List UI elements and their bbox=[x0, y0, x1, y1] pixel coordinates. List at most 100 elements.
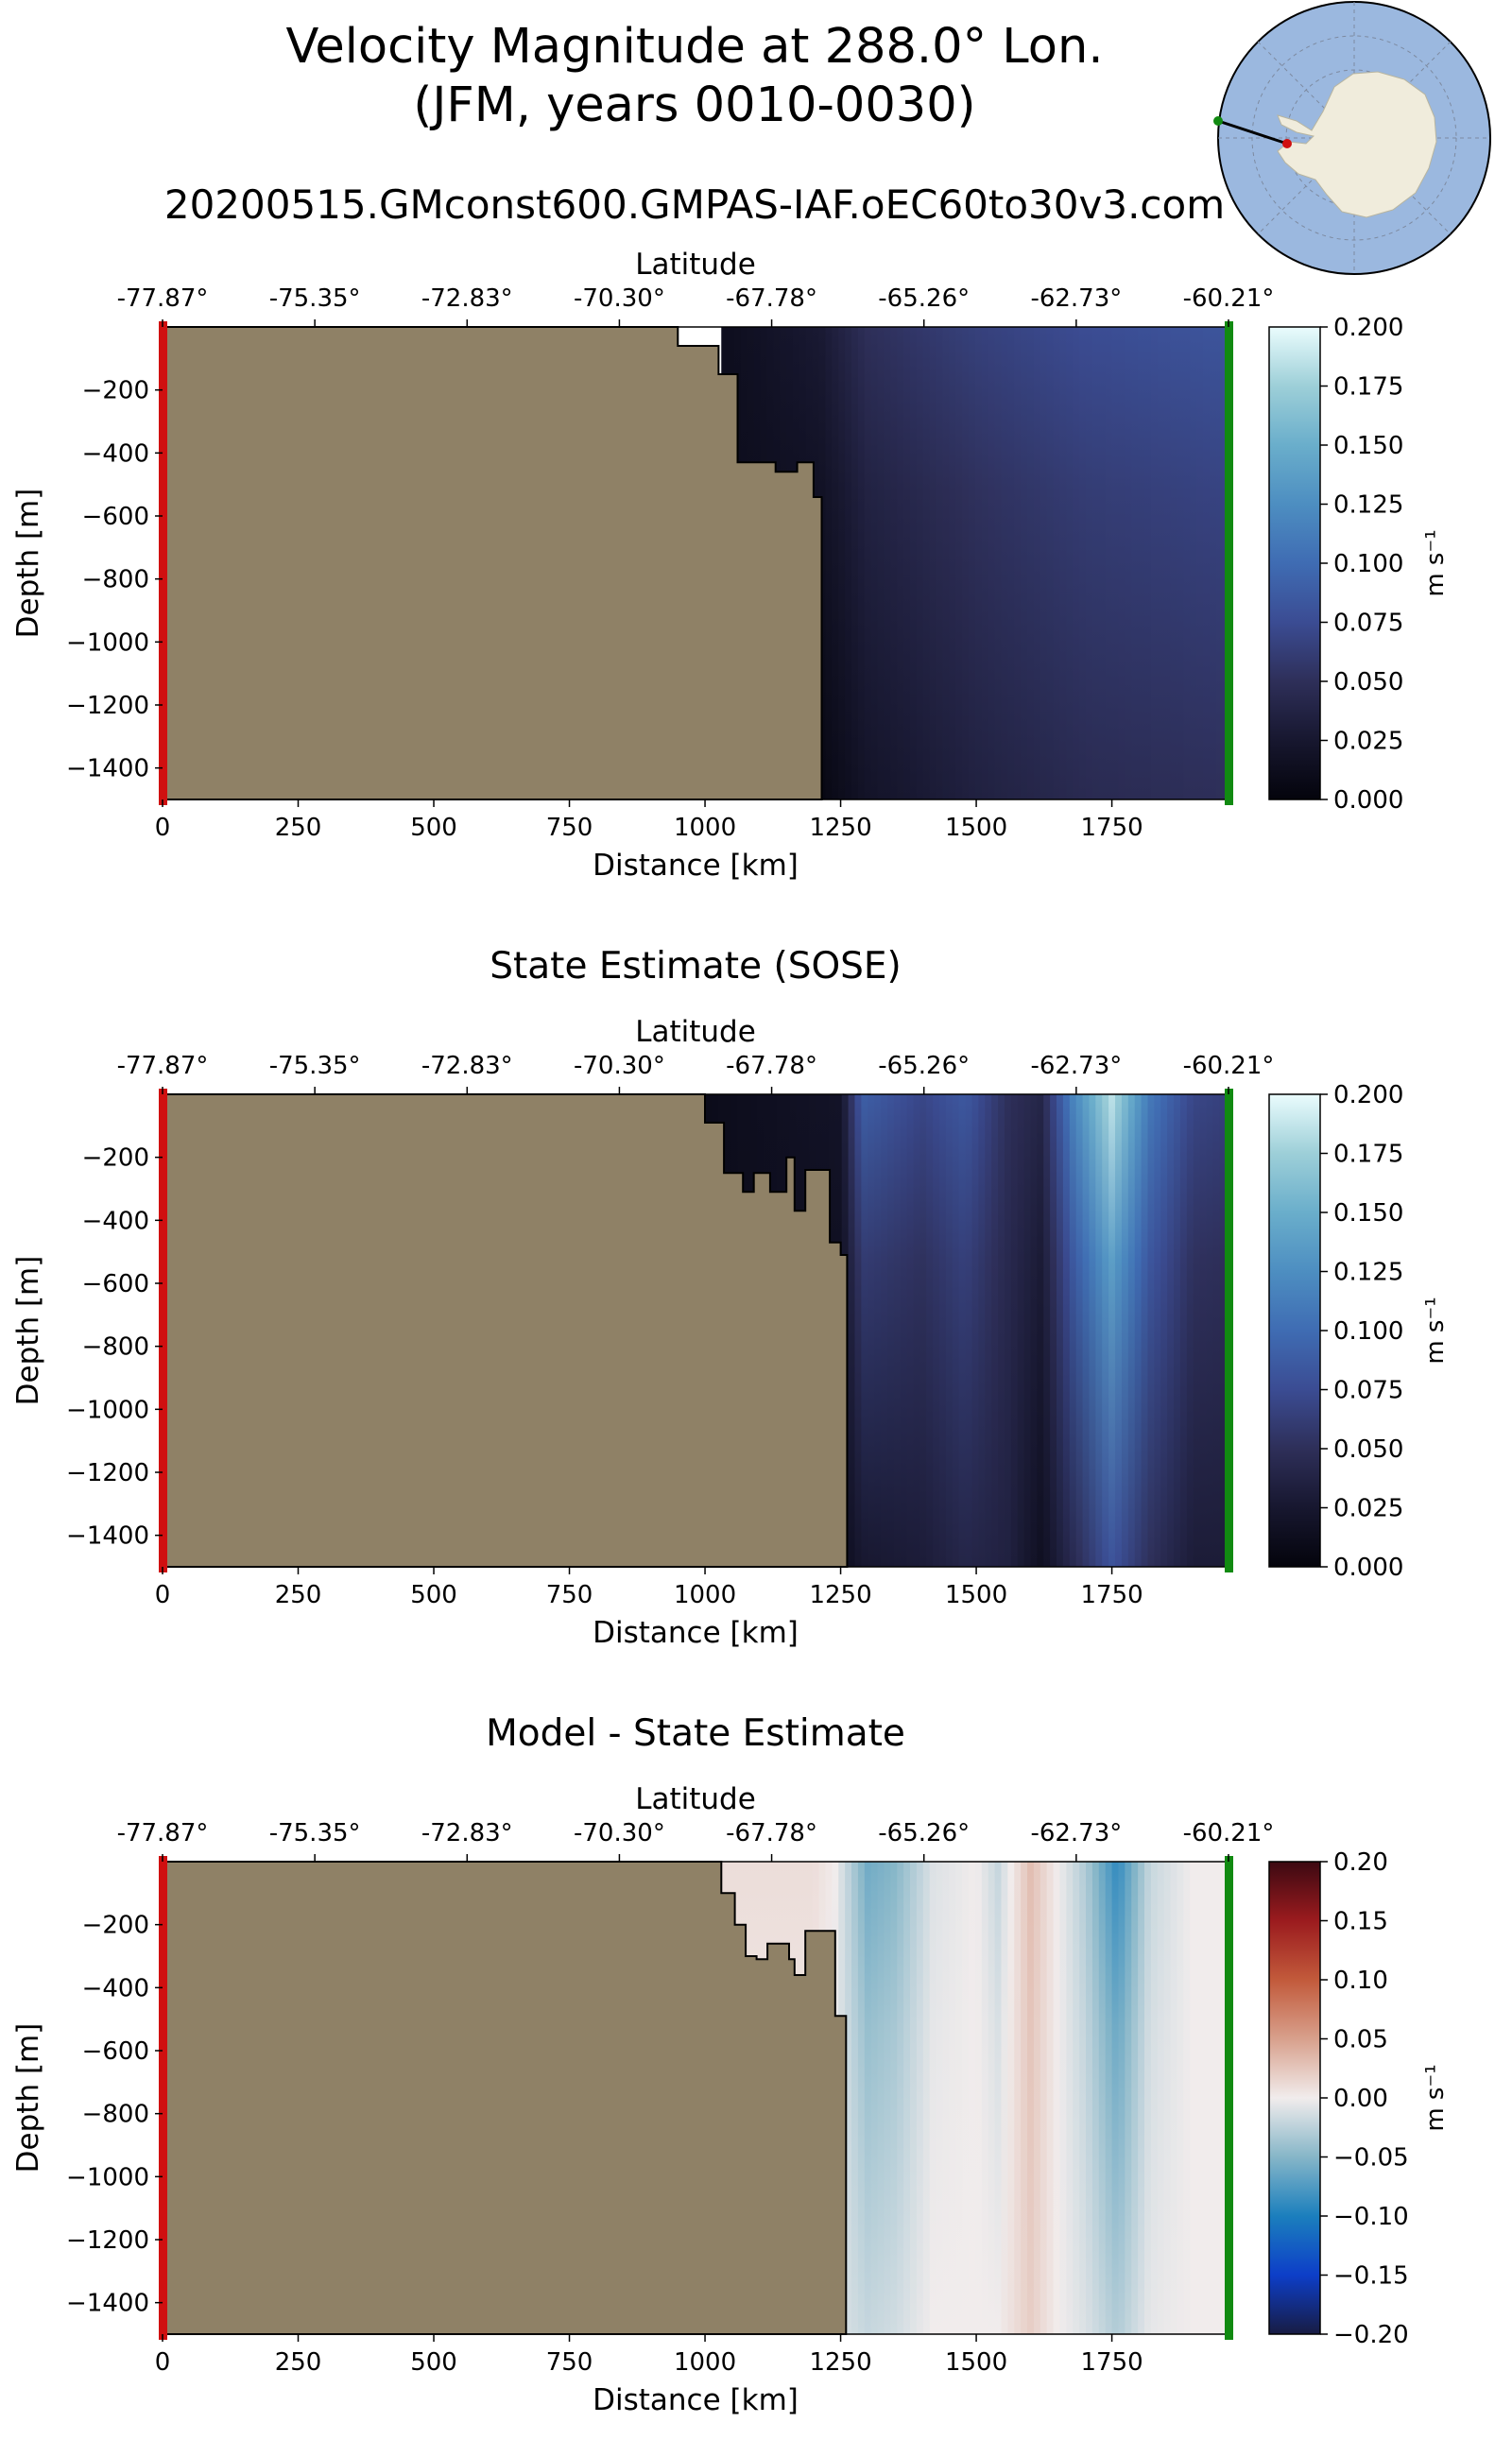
lat-tick-label: -67.78° bbox=[726, 1052, 817, 1080]
x-tick-label: 1000 bbox=[674, 2348, 736, 2377]
field-column bbox=[1046, 327, 1055, 799]
y-tick-label: −400 bbox=[82, 439, 149, 468]
land-mask bbox=[162, 1861, 848, 2335]
field-column bbox=[851, 1862, 859, 2334]
field-column bbox=[884, 1862, 892, 2334]
x-tick-label: 1750 bbox=[1080, 814, 1143, 842]
field-column bbox=[1004, 1094, 1012, 1567]
y-axis-label: Depth [m] bbox=[11, 2023, 45, 2174]
field-column bbox=[1190, 327, 1197, 799]
field-column bbox=[991, 1094, 999, 1567]
lat-tick-label: -75.35° bbox=[269, 1819, 361, 1847]
top-axis-label: Latitude bbox=[635, 1015, 756, 1049]
field-column bbox=[877, 327, 885, 799]
field-column bbox=[1001, 1862, 1009, 2334]
colorbar-tick-label: 0.100 bbox=[1333, 550, 1403, 578]
field-column bbox=[981, 1862, 989, 2334]
field-column bbox=[958, 1094, 967, 1567]
x-tick-label: 0 bbox=[155, 814, 171, 842]
lat-tick-label: -77.87° bbox=[117, 284, 209, 313]
field-column bbox=[1095, 1094, 1104, 1567]
field-column bbox=[1193, 1094, 1201, 1567]
colorbar: 0.20 0.15 0.10 0.05 0.00 −0.05 −0.10 −0.15 −0.20… bbox=[1268, 1848, 1450, 2349]
field-column bbox=[1014, 1862, 1022, 2334]
x-tick-label: 1500 bbox=[945, 1581, 1007, 1609]
field-column bbox=[929, 1862, 937, 2334]
field-column bbox=[965, 1094, 973, 1567]
colorbar: 0.000 0.025 0.050 0.075 0.100 0.125 0.150 0.175… bbox=[1268, 1081, 1450, 1582]
field-column bbox=[1127, 1094, 1136, 1567]
field-column bbox=[969, 327, 976, 799]
field-column bbox=[949, 327, 957, 799]
field-column bbox=[922, 1862, 931, 2334]
field-column bbox=[1053, 327, 1061, 799]
field-column bbox=[1125, 327, 1133, 799]
field-column bbox=[1007, 1862, 1016, 2334]
colorbar-scale bbox=[1268, 1093, 1321, 1568]
field-column bbox=[998, 1094, 1005, 1567]
field-column bbox=[1098, 327, 1107, 799]
field-column bbox=[916, 1862, 924, 2334]
panel-3: 0 250 500 750 1000 1250 1500 1750 Distance [km] -… bbox=[11, 1782, 1450, 2417]
field-column bbox=[1040, 327, 1048, 799]
colorbar-tick-label: 0.15 bbox=[1333, 1908, 1388, 1936]
field-column bbox=[1105, 1862, 1113, 2334]
section-end-marker bbox=[1225, 1856, 1233, 2340]
field-column bbox=[1212, 1094, 1221, 1567]
field-column bbox=[1134, 1094, 1143, 1567]
field-column bbox=[971, 1094, 980, 1567]
panel-1: 0 250 500 750 1000 1250 1500 1750 Distance [km] -… bbox=[11, 248, 1450, 883]
colorbar-tick-label: 0.100 bbox=[1333, 1317, 1403, 1346]
field-column bbox=[1069, 1094, 1077, 1567]
y-tick-label: −600 bbox=[82, 1270, 149, 1298]
field-column bbox=[933, 1094, 940, 1567]
field-column bbox=[1001, 327, 1009, 799]
inset-section-line bbox=[1217, 119, 1288, 146]
lat-tick-label: -65.26° bbox=[878, 1052, 970, 1080]
field-column bbox=[910, 1862, 918, 2334]
y-tick-label: −1000 bbox=[66, 2163, 149, 2191]
field-column bbox=[861, 1094, 869, 1567]
field-column bbox=[1082, 1094, 1091, 1567]
colorbar-scale bbox=[1268, 326, 1321, 800]
field-column bbox=[1023, 1094, 1032, 1567]
field-column bbox=[1086, 327, 1093, 799]
field-column bbox=[897, 1862, 904, 2334]
colorbar-tick-label: −0.15 bbox=[1333, 2262, 1409, 2291]
x-tick-label: 0 bbox=[155, 1581, 171, 1609]
antarctica-inset-map bbox=[1213, 1, 1491, 275]
field-column bbox=[884, 327, 892, 799]
field-column bbox=[939, 1094, 947, 1567]
y-tick-label: −1200 bbox=[66, 692, 149, 720]
field-column bbox=[919, 1094, 928, 1567]
lat-tick-label: -77.87° bbox=[117, 1819, 209, 1847]
colorbar-tick-label: 0.200 bbox=[1333, 1081, 1403, 1109]
field-column bbox=[870, 327, 879, 799]
field-column bbox=[1163, 1862, 1172, 2334]
x-tick-label: 1250 bbox=[809, 2348, 871, 2377]
field-column bbox=[864, 327, 872, 799]
colorbar-tick-label: 0.150 bbox=[1333, 1199, 1403, 1228]
field-column bbox=[1102, 1094, 1109, 1567]
field-column bbox=[1115, 1094, 1123, 1567]
field-column bbox=[906, 1094, 915, 1567]
field-column bbox=[1215, 327, 1224, 799]
y-tick-label: −1400 bbox=[66, 755, 149, 783]
x-axis-label: Distance [km] bbox=[593, 2383, 799, 2417]
y-tick-label: −200 bbox=[82, 1912, 149, 1940]
field-column bbox=[1203, 327, 1211, 799]
colorbar-tick-label: 0.050 bbox=[1333, 1435, 1403, 1464]
section-start-marker bbox=[159, 1856, 167, 2340]
field-column bbox=[1059, 1862, 1068, 2334]
field-column bbox=[1010, 1094, 1019, 1567]
field-column bbox=[1167, 1094, 1175, 1567]
field-column bbox=[1131, 327, 1139, 799]
panel-3-title: Model - State Estimate bbox=[486, 1712, 905, 1755]
y-tick-label: −600 bbox=[82, 2037, 149, 2066]
lat-tick-label: -75.35° bbox=[269, 284, 361, 313]
lat-tick-label: -65.26° bbox=[878, 1819, 970, 1847]
x-axis-label: Distance [km] bbox=[593, 1616, 799, 1650]
field-column bbox=[926, 1094, 934, 1567]
field-column bbox=[916, 327, 924, 799]
inset-antarctica bbox=[1277, 71, 1437, 218]
